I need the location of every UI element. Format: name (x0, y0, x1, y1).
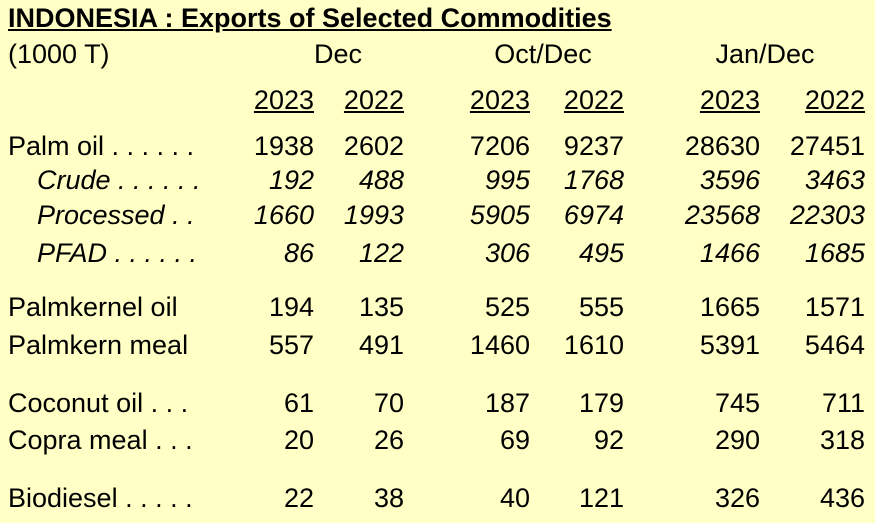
table-cell: 61 (283, 388, 314, 418)
table-cell: 306 (484, 238, 530, 268)
year-header: 2022 (563, 85, 624, 115)
group-header-dec: Dec (313, 39, 362, 69)
table-cell: 194 (268, 292, 314, 322)
table-cell: 491 (358, 330, 404, 360)
row-label-copra-meal: Copra meal . . . (8, 425, 193, 455)
year-header: 2022 (804, 85, 865, 115)
table-cell: 22303 (789, 200, 865, 230)
table-cell: 192 (268, 165, 314, 195)
table-cell: 9237 (563, 131, 624, 161)
table-cell: 86 (283, 238, 314, 268)
table-cell: 711 (821, 388, 865, 418)
group-header-jandec: Jan/Dec (715, 39, 815, 69)
row-label-palmkern-meal: Palmkern meal (8, 330, 189, 360)
table-cell: 6974 (563, 200, 624, 230)
table-cell: 557 (268, 330, 314, 360)
year-header: 2023 (469, 85, 530, 115)
table-cell: 179 (578, 388, 624, 418)
table-cell: 495 (578, 238, 624, 268)
table-cell: 1610 (563, 330, 624, 360)
row-label-coconut-oil: Coconut oil . . . (8, 388, 189, 418)
table-cell: 38 (373, 483, 404, 513)
table-cell: 3463 (804, 165, 865, 195)
table-cell: 27451 (789, 131, 865, 161)
table-cell: 1993 (343, 200, 404, 230)
table-cell: 135 (358, 292, 404, 322)
table-cell: 326 (714, 483, 760, 513)
table-cell: 3596 (699, 165, 760, 195)
table-cell: 555 (578, 292, 624, 322)
table-cell: 121 (578, 483, 624, 513)
unit-label: (1000 T) (8, 39, 110, 69)
table-cell: 436 (819, 483, 865, 513)
row-label-palm-oil: Palm oil . . . . . . (8, 131, 195, 161)
group-header-octdec: Oct/Dec (494, 39, 592, 69)
table-cell: 92 (593, 425, 624, 455)
table-cell: 122 (358, 238, 404, 268)
table-cell: 2602 (343, 131, 404, 161)
table-cell: 290 (714, 425, 760, 455)
table-cell: 22 (283, 483, 314, 513)
table-cell: 1665 (699, 292, 760, 322)
table-cell: 26 (373, 425, 404, 455)
table-cell: 7206 (469, 131, 530, 161)
table-cell: 995 (484, 165, 530, 195)
table-cell: 1685 (804, 238, 865, 268)
table-cell: 525 (484, 292, 530, 322)
table-cell: 318 (819, 425, 865, 455)
table-cell: 1768 (563, 165, 624, 195)
table-cell: 5905 (469, 200, 530, 230)
table-cell: 1460 (469, 330, 530, 360)
table-cell: 40 (499, 483, 530, 513)
year-header: 2023 (699, 85, 760, 115)
table-cell: 70 (373, 388, 404, 418)
table-cell: 28630 (684, 131, 760, 161)
year-header: 2022 (343, 85, 404, 115)
row-label-crude: Crude . . . . . . (37, 165, 201, 195)
table-cell: 5391 (699, 330, 760, 360)
table-cell: 488 (358, 165, 404, 195)
table-cell: 187 (484, 388, 530, 418)
table-cell: 745 (714, 388, 760, 418)
year-header: 2023 (253, 85, 314, 115)
table-cell: 69 (499, 425, 530, 455)
table-cell: 1660 (253, 200, 314, 230)
table-cell: 23568 (684, 200, 760, 230)
row-label-processed: Processed . . (37, 200, 195, 230)
row-label-palmkernel-oil: Palmkernel oil (8, 292, 178, 322)
table-cell: 1466 (699, 238, 760, 268)
row-label-biodiesel: Biodiesel . . . . . (8, 483, 193, 513)
table-cell: 1938 (253, 131, 314, 161)
row-label-pfad: PFAD . . . . . . (37, 238, 198, 268)
table-cell: 5464 (804, 330, 865, 360)
table-cell: 20 (283, 425, 314, 455)
table-cell: 1571 (804, 292, 865, 322)
table-title: INDONESIA : Exports of Selected Commodit… (8, 3, 612, 33)
